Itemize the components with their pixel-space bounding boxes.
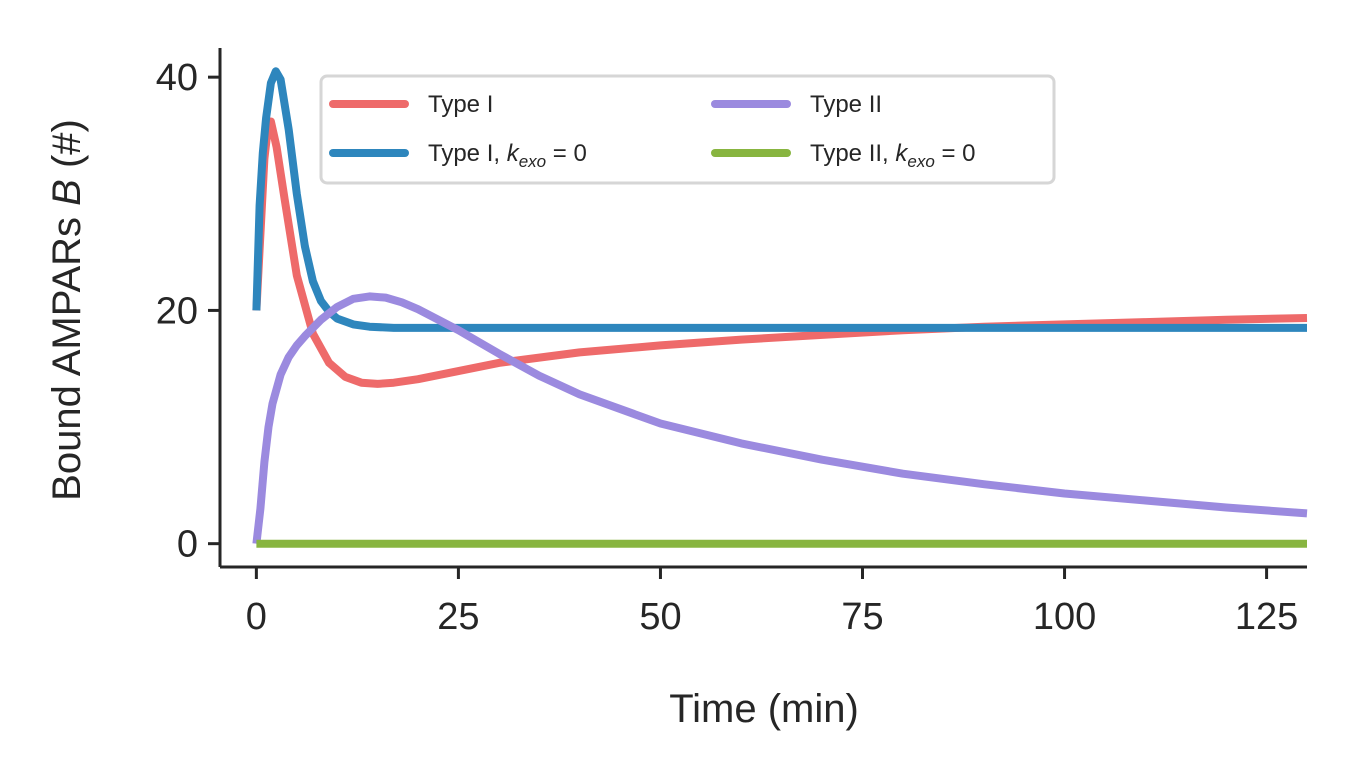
series-line-1 xyxy=(252,67,1307,332)
legend: Type I Type I, kexo = 0 Type II Type II, ke… xyxy=(319,74,1056,185)
legend-box xyxy=(319,74,1056,185)
x-tick-label: 125 xyxy=(1235,596,1298,638)
x-tick-label: 25 xyxy=(437,596,479,638)
x-tick-label: 0 xyxy=(246,596,267,638)
x-axis-label: Time (min) xyxy=(669,687,859,731)
y-axis-label: Bound AMPARs B (#) xyxy=(45,119,89,501)
legend-label-1: Type I, kexo = 0 xyxy=(428,140,587,171)
y-tick-label: 0 xyxy=(177,524,198,566)
y-axis-label-part: B xyxy=(45,179,89,206)
series-layer xyxy=(252,67,1308,548)
y-tick-label: 40 xyxy=(156,57,198,99)
y-axis-label-part: Bound AMPARs xyxy=(45,206,89,501)
axes: 0 25 50 75 100 125 0 20 40 xyxy=(156,48,1307,638)
x-tick-label: 50 xyxy=(639,596,681,638)
legend-label-2: Type II xyxy=(810,91,882,118)
series-line-2 xyxy=(252,292,1308,545)
y-axis-label-part: (#) xyxy=(45,119,89,179)
x-tick-label: 100 xyxy=(1033,596,1096,638)
x-tick-label: 75 xyxy=(841,596,883,638)
legend-label-0: Type I xyxy=(428,91,493,118)
legend-label-3: Type II, kexo = 0 xyxy=(810,140,976,171)
y-tick-label: 20 xyxy=(156,290,198,332)
